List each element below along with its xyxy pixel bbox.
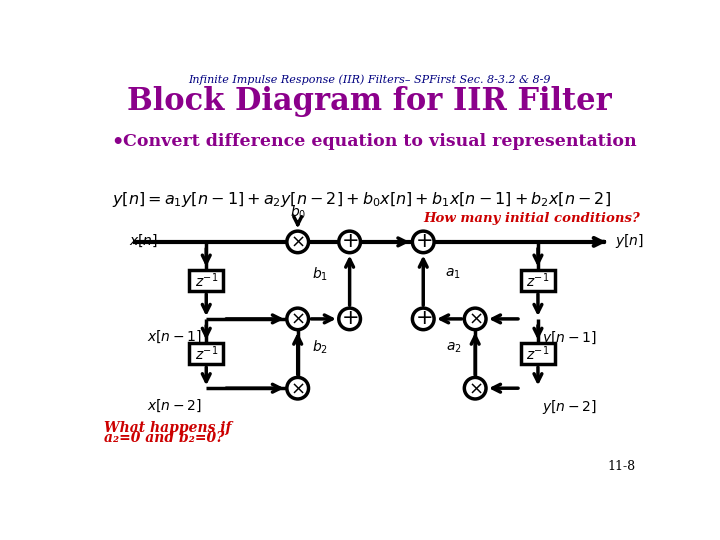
Text: $z^{-1}$: $z^{-1}$	[194, 271, 218, 289]
Text: $y[n-2]$: $y[n-2]$	[542, 398, 597, 416]
Text: $+$: $+$	[341, 232, 359, 252]
Text: What happens if: What happens if	[104, 421, 231, 435]
Text: 11-8: 11-8	[608, 460, 636, 473]
Circle shape	[413, 231, 434, 253]
Text: $y[n]$: $y[n]$	[615, 232, 644, 250]
Circle shape	[464, 308, 486, 330]
Text: $\times$: $\times$	[290, 233, 305, 251]
Text: $x[n-1]$: $x[n-1]$	[148, 329, 202, 345]
Circle shape	[413, 308, 434, 330]
Bar	[189, 269, 223, 291]
Text: $\times$: $\times$	[468, 310, 482, 328]
Text: $b_2$: $b_2$	[312, 339, 328, 356]
Text: a₂=0 and b₂=0?: a₂=0 and b₂=0?	[104, 431, 224, 446]
Circle shape	[287, 308, 309, 330]
Text: $+$: $+$	[341, 309, 359, 328]
Text: $\times$: $\times$	[290, 310, 305, 328]
Text: Convert difference equation to visual representation: Convert difference equation to visual re…	[122, 132, 636, 150]
Text: $x[n]$: $x[n]$	[129, 233, 158, 249]
Bar	[521, 269, 555, 291]
Text: $+$: $+$	[415, 232, 432, 252]
Circle shape	[339, 231, 361, 253]
Text: $a_2$: $a_2$	[446, 340, 462, 355]
Text: $\times$: $\times$	[290, 379, 305, 397]
Text: $+$: $+$	[415, 309, 432, 328]
Text: $b_0$: $b_0$	[289, 204, 306, 221]
Circle shape	[464, 377, 486, 399]
Text: $x[n-2]$: $x[n-2]$	[148, 398, 202, 415]
Text: $y[n-1]$: $y[n-1]$	[542, 329, 597, 347]
Text: •: •	[112, 132, 124, 151]
Text: $z^{-1}$: $z^{-1}$	[526, 345, 549, 363]
Text: $y[n]=a_1y[n-1]+a_2y[n-2]+b_0x[n]+b_1x[n-1]+b_2x[n-2]$: $y[n]=a_1y[n-1]+a_2y[n-2]+b_0x[n]+b_1x[n…	[112, 190, 611, 208]
Bar	[521, 343, 555, 364]
Text: Infinite Impulse Response (IIR) Filters– SPFirst Sec. 8-3.2 & 8-9: Infinite Impulse Response (IIR) Filters–…	[188, 74, 550, 85]
Text: How many initial conditions?: How many initial conditions?	[423, 212, 640, 225]
Circle shape	[339, 308, 361, 330]
Text: $z^{-1}$: $z^{-1}$	[194, 345, 218, 363]
Text: $a_1$: $a_1$	[446, 267, 462, 281]
Circle shape	[287, 377, 309, 399]
Text: $b_1$: $b_1$	[312, 266, 328, 283]
Text: $\times$: $\times$	[468, 379, 482, 397]
Text: $z^{-1}$: $z^{-1}$	[526, 271, 549, 289]
Circle shape	[287, 231, 309, 253]
Text: Block Diagram for IIR Filter: Block Diagram for IIR Filter	[127, 86, 611, 117]
Bar	[189, 343, 223, 364]
